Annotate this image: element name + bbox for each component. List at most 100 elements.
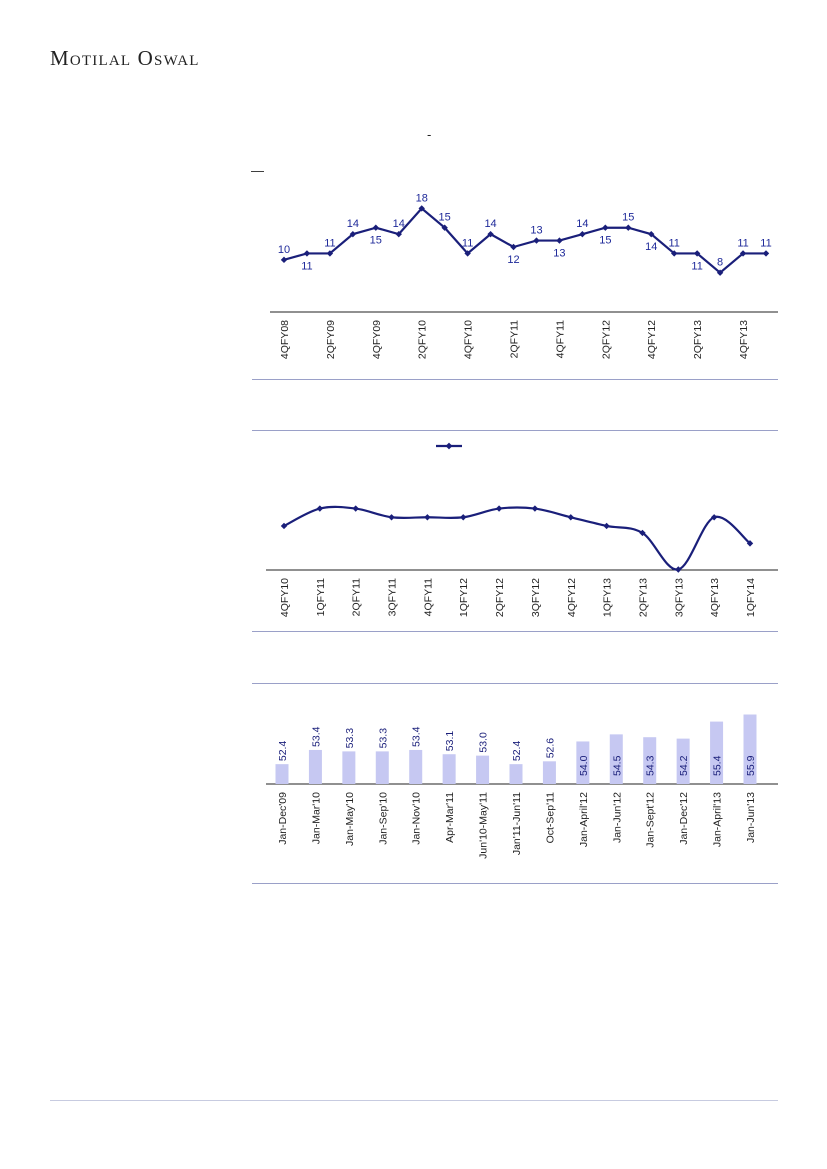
data-point: [739, 250, 747, 257]
x-tick-label: 2QFY09: [325, 320, 337, 359]
data-label: 11: [668, 237, 679, 249]
data-point: [487, 230, 494, 238]
data-point: [639, 529, 646, 537]
bar: [308, 749, 322, 784]
data-label: 12: [507, 254, 519, 266]
data-point: [349, 230, 357, 238]
chart-2-smooth-line: 4QFY10 1QFY11 2QFY11 3QFY11 4QFY11 1QFY12 2QFY…: [266, 442, 778, 617]
chart1-title-mark: -: [427, 127, 432, 142]
x-tick-label: 1QFY14: [745, 578, 757, 617]
bar-value-label: 53.1: [444, 731, 456, 752]
bar: [643, 737, 657, 784]
bar: [509, 764, 523, 784]
data-label: 11: [691, 260, 702, 272]
x-tick-label: 4QFY11: [422, 578, 434, 616]
x-tick-label: Jan-Dec'12: [678, 792, 690, 845]
x-tick-label: 4QFY12: [566, 578, 578, 617]
series-line: [283, 206, 766, 275]
x-tick-label: 4QFY09: [371, 320, 383, 359]
data-point: [567, 514, 574, 521]
bar: [609, 734, 623, 784]
x-tick-label: Jan-Sep'10: [377, 792, 389, 845]
data-point: [395, 230, 402, 238]
chart1-axis-mark: —: [251, 163, 264, 178]
x-tick-label: Jan-Jun'13: [745, 792, 757, 843]
x-tick-label: Jan-Nov'10: [411, 792, 423, 845]
x-tick-label: Jan'11-Jun'11: [511, 792, 523, 855]
data-point: [352, 505, 359, 512]
data-point: [531, 505, 539, 512]
x-tick-label: 3QFY11: [387, 578, 399, 616]
x-tick-label: 1QFY11: [315, 578, 327, 616]
data-point: [579, 230, 586, 238]
bar: [342, 751, 356, 784]
bar-value-label: 52.4: [277, 741, 289, 762]
bar-value-label: 53.3: [377, 728, 389, 749]
data-point: [280, 522, 288, 530]
data-point: [533, 237, 540, 244]
x-tick-label: 4QFY08: [279, 320, 291, 359]
x-tick-label: 3QFY12: [530, 578, 542, 617]
bar-value-label: 53.3: [344, 728, 356, 749]
bar-value-label: 55.9: [745, 755, 757, 776]
data-label: 14: [484, 218, 496, 230]
data-label: 15: [599, 235, 611, 247]
bar: [409, 749, 423, 784]
x-tick-label: Jan-Dec'09: [277, 792, 289, 845]
data-label: 15: [439, 212, 451, 224]
bar: [676, 738, 690, 784]
x-tick-label: Jan-Sept'12: [645, 792, 657, 848]
brand-logo: Motilal Oswal: [50, 46, 200, 70]
data-label: 11: [760, 237, 771, 249]
x-tick-label: 2QFY13: [637, 578, 649, 617]
data-label: 10: [278, 244, 290, 256]
section-divider: [252, 883, 778, 884]
data-point: [372, 224, 380, 231]
x-tick-label: 4QFY10: [463, 320, 475, 359]
chart-1-line: 10 11 11 14 15 14 18 15 11 14 12 13 13 14 15 15 14 11 11 8 1…: [270, 192, 778, 359]
data-label: 11: [301, 260, 312, 272]
bar-value-label: 53.0: [478, 732, 490, 753]
data-label: 15: [370, 235, 382, 247]
x-tick-label: 1QFY12: [458, 578, 470, 617]
data-point: [762, 250, 770, 257]
data-label: 11: [324, 237, 335, 249]
data-label: 18: [416, 192, 428, 204]
data-point: [746, 540, 754, 547]
x-tick-label: Jan-April'13: [712, 792, 724, 847]
data-point: [388, 514, 395, 521]
legend-marker: [445, 442, 453, 450]
data-label: 15: [622, 212, 634, 224]
x-tick-label: 4QFY13: [738, 320, 750, 359]
data-point: [464, 250, 471, 257]
data-point: [316, 505, 324, 512]
section-divider: [252, 379, 778, 380]
data-label: 14: [576, 218, 588, 230]
data-label: 11: [462, 237, 473, 249]
data-point: [625, 224, 632, 231]
data-point: [716, 269, 724, 276]
data-point: [303, 250, 311, 257]
x-tick-label: 4QFY12: [646, 320, 658, 359]
x-tick-label: Oct-Sep'11: [544, 792, 556, 844]
x-tick-label: 3QFY13: [673, 578, 685, 617]
x-tick-label: 4QFY13: [709, 578, 721, 617]
bar-value-label: 53.4: [310, 726, 322, 747]
data-label: 14: [645, 241, 657, 253]
data-label: 14: [347, 218, 359, 230]
x-tick-label: 2QFY12: [494, 578, 506, 617]
bar: [576, 741, 590, 784]
bar-value-label: 54.0: [578, 755, 590, 776]
bar: [442, 754, 456, 784]
x-tick-label: 1QFY13: [602, 578, 614, 617]
section-divider: [252, 430, 778, 431]
data-label: 13: [553, 248, 565, 260]
data-point: [602, 224, 609, 231]
data-point: [603, 522, 610, 530]
bar: [375, 751, 389, 784]
data-label: 14: [393, 218, 405, 230]
data-point: [326, 250, 334, 257]
bar-value-label: 54.3: [645, 755, 657, 776]
x-tick-label: 4QFY11: [554, 320, 566, 358]
x-tick-label: 2QFY13: [692, 320, 704, 359]
